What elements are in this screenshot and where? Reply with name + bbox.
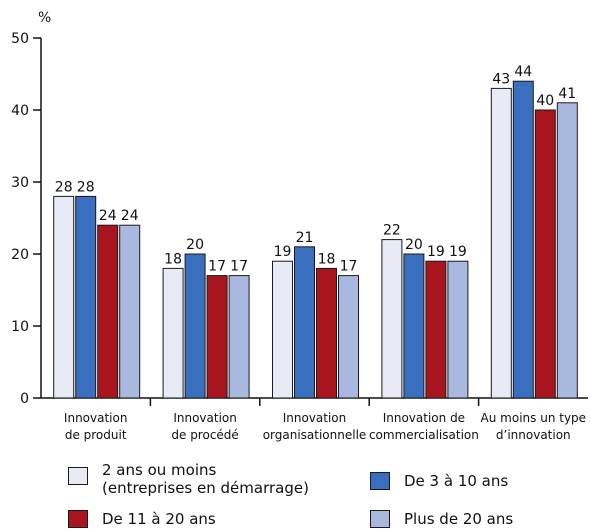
bar — [534, 109, 556, 399]
bar — [119, 224, 141, 399]
y-tick-label: 10 — [11, 319, 29, 335]
bar-value-label: 44 — [514, 64, 532, 80]
bar-value-label: 28 — [55, 179, 73, 195]
y-unit-label: % — [38, 10, 51, 26]
bar-value-label: 17 — [208, 259, 226, 275]
category-label: Innovation organisationnelle — [263, 411, 367, 442]
category-label: Innovation de procédé — [171, 411, 238, 442]
bar — [228, 275, 250, 399]
bar-value-label: 19 — [449, 244, 467, 260]
bar-value-label: 28 — [77, 179, 95, 195]
bar-value-label: 21 — [296, 230, 314, 246]
category-labels: Innovation de produit Innovation de procédé… — [64, 411, 586, 442]
bar — [490, 87, 512, 399]
bar — [97, 224, 119, 399]
bar — [53, 195, 75, 399]
bar — [294, 246, 315, 399]
category-label: Au moins un type d’innovation — [481, 411, 587, 442]
bar-value-label: 18 — [164, 251, 182, 267]
bar-value-label: 20 — [405, 237, 423, 253]
bar — [556, 102, 578, 399]
y-tick-label: 0 — [20, 391, 29, 407]
bar-value-label: 18 — [318, 251, 336, 267]
bar-value-label: 22 — [383, 223, 401, 239]
bar-value-label: 17 — [230, 259, 248, 275]
y-tick-label: 40 — [11, 103, 29, 119]
bar — [316, 267, 337, 399]
bar — [162, 267, 184, 399]
bar — [206, 275, 228, 399]
category-label: Innovation de produit — [64, 411, 128, 442]
bar-value-label: 19 — [274, 244, 292, 260]
bars — [53, 80, 578, 406]
bar-value-label: 43 — [492, 71, 510, 87]
bar — [512, 80, 534, 399]
y-tick-label: 50 — [11, 31, 29, 47]
bar — [184, 253, 206, 399]
bar-value-label: 24 — [99, 208, 117, 224]
bar-value-label: 19 — [427, 244, 445, 260]
category-label: Innovation de commercialisation — [369, 411, 479, 442]
y-tick-label: 20 — [11, 247, 29, 263]
bar — [425, 260, 447, 399]
bar-value-label: 40 — [536, 93, 554, 109]
bar-value-label: 24 — [121, 208, 139, 224]
bar — [338, 275, 359, 399]
bar — [272, 260, 293, 399]
bar — [447, 260, 469, 399]
bar — [381, 239, 403, 399]
bar-value-label: 17 — [340, 259, 358, 275]
bar-value-label: 41 — [558, 86, 576, 102]
bar — [75, 195, 97, 399]
bar-value-label: 20 — [186, 237, 204, 253]
bar — [403, 253, 425, 399]
y-tick-label: 30 — [11, 175, 29, 191]
